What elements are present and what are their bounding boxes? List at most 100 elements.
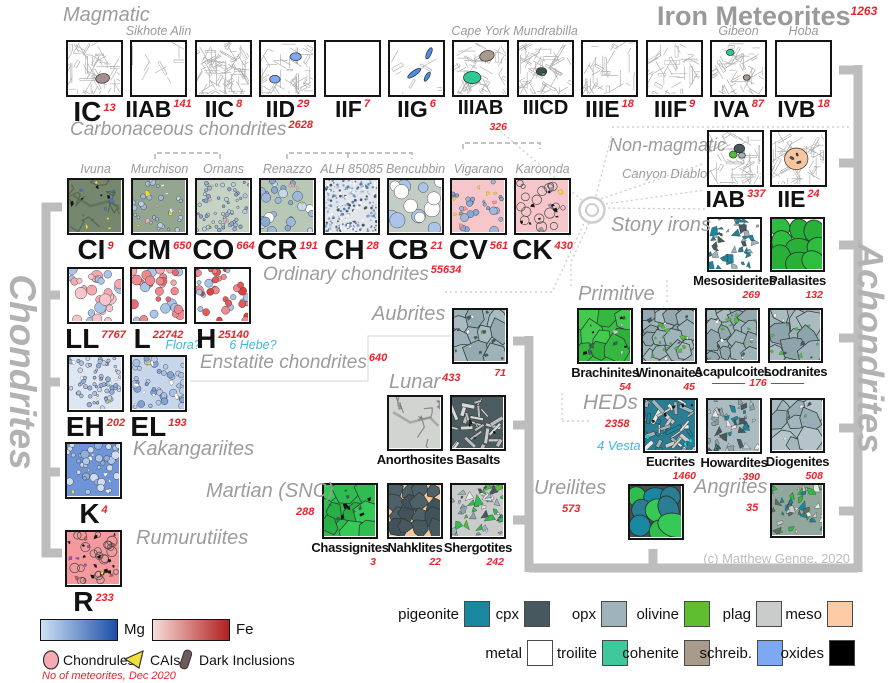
dark-inclusion-icon [176, 649, 198, 676]
IIIAB-count: 326 [489, 121, 507, 133]
EL-text: EL [130, 411, 167, 442]
mineral-swatch-cohenite [684, 640, 710, 666]
tile-winonaites [641, 308, 697, 364]
CK-name: Karoonda [515, 162, 570, 176]
tile-IIG [388, 40, 445, 97]
howardites-label: Howardites [700, 456, 767, 469]
IIIE-count: 18 [621, 98, 634, 110]
carbonaceous-text: Carbonaceous chondrites [70, 119, 287, 140]
CI-label: CI 9 [77, 236, 113, 264]
mg-gradient-bar-label: Mg [124, 621, 145, 638]
mineral-swatch-schreib [757, 640, 783, 666]
CV-count: 561 [489, 240, 509, 252]
tile-brachinites [577, 308, 633, 364]
group-label-martian: Martian (SNC) [206, 480, 334, 503]
aubrites-text: Aubrites [372, 303, 446, 325]
tile-nahklites [387, 483, 443, 539]
brachinites-count: 54 [619, 381, 631, 393]
ordinary-text: Ordinary chondrites [263, 264, 429, 285]
IIE-label: IIE 24 [777, 188, 819, 211]
CB-name: Bencubbin [385, 162, 446, 176]
IIG-label: IIG 6 [397, 98, 436, 121]
IIAB-count: 141 [173, 98, 192, 110]
mineral-swatch-metal [527, 640, 553, 666]
heds-count: 2358 [605, 418, 630, 430]
mineral-label-plag: plag [722, 606, 751, 623]
tile-howardites [706, 398, 762, 454]
L-text: L [133, 323, 151, 354]
IIE-count: 24 [807, 188, 820, 200]
martian-text: Martian (SNC) [206, 480, 334, 502]
tile-IIIE [581, 40, 638, 97]
mineral-label-cohenite: cohenite [622, 645, 679, 662]
tile-IIIF [646, 40, 703, 97]
diogenites-label: Diogenites [766, 455, 830, 468]
mesosiderites-count: 269 [742, 289, 760, 301]
IIC-text: IIC [204, 96, 235, 122]
eucrites-label: Eucrites [646, 455, 695, 468]
mineral-swatch-olivine [684, 601, 710, 627]
IVB-text: IVB [777, 96, 816, 122]
shergotites-label: Shergotites [444, 541, 513, 554]
group-label-enstatite: Enstatite chondrites 640 [200, 352, 387, 374]
tile-IAB [707, 130, 764, 187]
vesta-text: 4 Vesta [597, 438, 641, 453]
R-text: R [73, 586, 94, 617]
basalts-label: Basalts [456, 453, 500, 466]
tile-aubrites-img [452, 308, 508, 364]
CK-label: CK 430 [512, 236, 573, 264]
tile-L [130, 267, 187, 324]
nahklites-count: 22 [429, 556, 441, 568]
iron-meteorites-count: 1263 [850, 4, 878, 18]
H-text: H [196, 323, 217, 354]
IC-text: IC [73, 96, 102, 127]
tile-ureilites-img [628, 484, 684, 540]
group-label-rumurutiites: Rumurutiites [136, 527, 248, 550]
H-sub: 6 Hebe? [229, 338, 277, 352]
tile-EH [67, 355, 124, 412]
brachinites-text: Brachinites [571, 365, 639, 380]
angrites-text: Angrites [694, 476, 768, 498]
group-label-carbonaceous: Carbonaceous chondrites 2628 [70, 119, 313, 141]
IC-label: IC 13 [73, 98, 115, 126]
brachinites-label: Brachinites [571, 366, 639, 379]
LL-text: LL [65, 323, 100, 354]
tile-CB [387, 178, 444, 235]
tile-CM [131, 178, 188, 235]
achondrites-side-title: Achondrites [850, 242, 891, 454]
CM-label: CM 650 [128, 236, 192, 264]
IIE-text: IIE [777, 186, 806, 212]
tile-diogenites [770, 398, 825, 453]
lunar-count: 433 [442, 372, 461, 384]
mineral-label-meso: meso [785, 606, 822, 623]
IID-count: 29 [297, 98, 310, 110]
nahklites-label: Nahklites [387, 541, 442, 554]
anorthosites-text: Anorthosites [376, 452, 454, 467]
LL-label: LL 7767 [65, 325, 126, 353]
group-label-ordinary: Ordinary chondrites 55634 [263, 264, 461, 286]
meteorite-count-note: No of meteorites, Dec 2020 [42, 670, 176, 682]
tile-eucrites [643, 398, 698, 453]
IIIAB-text: IIIAB [457, 97, 504, 119]
mineral-label-troilite: troilite [556, 645, 597, 662]
mineral-label-opx: opx [571, 606, 596, 623]
stony-irons-text: Stony irons [611, 214, 712, 236]
IVA-count: 87 [751, 98, 764, 110]
cai-label: CAIs [150, 652, 181, 668]
non-magmatic-text: Non-magmatic [609, 135, 727, 155]
heds-text: HEDs [583, 391, 638, 414]
IIF-label: IIF 7 [335, 98, 370, 121]
chondrule-icon [42, 649, 64, 676]
eucrites-text: Eucrites [646, 454, 695, 469]
L-label: L 22742 [134, 325, 184, 353]
tile-IVA [710, 40, 767, 97]
R-label: R 233 [73, 588, 114, 616]
IIICD-text: IIICD [522, 97, 569, 119]
CK-count: 430 [554, 240, 573, 252]
shergotites-count: 242 [486, 556, 504, 568]
fe-gradient-bar-label: Fe [236, 621, 254, 638]
R-count: 233 [95, 592, 114, 604]
tile-anorthosites [387, 395, 443, 451]
diogenites-count: 508 [805, 470, 823, 482]
